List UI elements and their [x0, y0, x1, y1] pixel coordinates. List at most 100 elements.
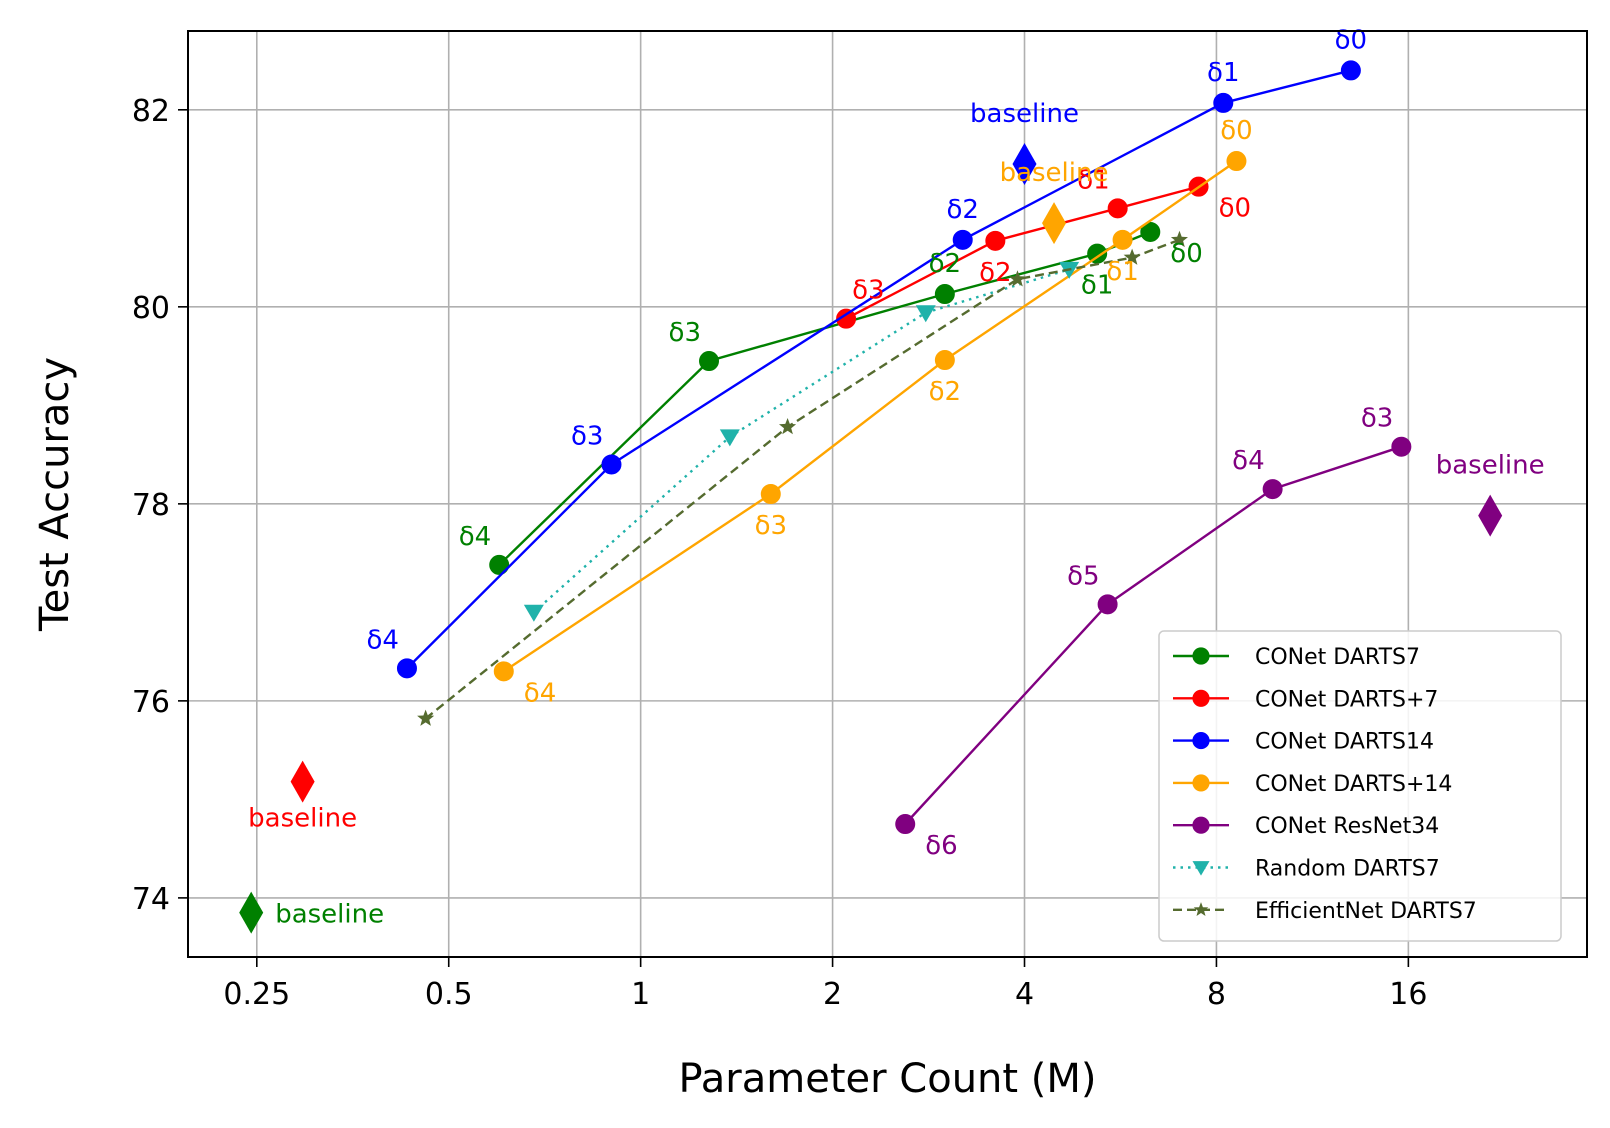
grid	[188, 31, 1587, 957]
point-label: δ4	[524, 678, 556, 708]
legend: CONet DARTS7 CONet DARTS+7 CONet DARTS14 CO…	[1158, 630, 1562, 942]
data-point	[1340, 60, 1361, 81]
data-point	[1226, 151, 1247, 172]
data-point	[934, 350, 955, 371]
legend-marker	[1192, 732, 1210, 750]
y-tick-label: 82	[132, 94, 170, 129]
point-label: δ0	[1170, 239, 1202, 269]
baseline-label: baseline	[970, 99, 1079, 129]
point-label: δ4	[1232, 446, 1264, 476]
x-tick-label: 0.25	[223, 977, 290, 1012]
point-label: δ2	[929, 377, 961, 407]
series-conet-darts14	[396, 60, 1361, 679]
series-conet-resnet34	[895, 436, 1503, 835]
point-label: δ0	[1335, 25, 1367, 55]
legend-marker	[1193, 902, 1209, 916]
data-point	[523, 604, 544, 622]
y-tick-label: 76	[132, 685, 170, 720]
data-point	[895, 814, 916, 835]
point-label: δ6	[925, 831, 957, 861]
legend-box	[1158, 630, 1562, 942]
data-point	[779, 418, 797, 435]
legend-entry: Random DARTS7	[1255, 857, 1440, 882]
data-point	[934, 284, 955, 305]
legend-entry: EfficientNet DARTS7	[1255, 899, 1477, 924]
baseline-label: baseline	[275, 900, 384, 930]
data-point	[417, 709, 435, 726]
data-point	[1112, 229, 1133, 250]
data-point	[1008, 270, 1027, 287]
baseline-label: baseline	[1000, 158, 1109, 188]
baseline-marker	[1478, 494, 1503, 537]
baseline-marker	[1042, 202, 1067, 245]
point-label: δ3	[755, 511, 787, 541]
data-point	[915, 305, 936, 323]
point-label: δ1	[1207, 58, 1239, 88]
legend-entry: CONet DARTS14	[1255, 730, 1434, 755]
x-tick-label: 8	[1207, 977, 1226, 1012]
data-point	[1107, 198, 1128, 219]
x-tick-label: 16	[1389, 977, 1427, 1012]
point-label: δ0	[1219, 194, 1251, 224]
point-label: δ2	[946, 195, 978, 225]
data-point	[1140, 221, 1161, 242]
data-point	[760, 484, 781, 504]
data-point	[489, 554, 510, 575]
x-tick-label: 4	[1015, 977, 1034, 1012]
legend-entry: CONet DARTS+7	[1255, 687, 1438, 712]
point-label: δ0	[1220, 116, 1252, 146]
point-label: δ1	[1106, 257, 1138, 287]
data-point	[1097, 594, 1118, 615]
point-label: δ1	[1081, 271, 1113, 301]
data-point	[836, 308, 857, 329]
y-tick-label: 78	[132, 488, 170, 523]
axes: 0.25 0.5 1 2 4 8 16 74 76 78 80 82	[132, 94, 1428, 1012]
series-efficientnet-darts7	[417, 230, 1188, 726]
legend-marker	[1192, 774, 1210, 792]
point-label: δ4	[367, 625, 399, 655]
data-point	[699, 351, 720, 372]
x-tick-label: 1	[631, 977, 650, 1012]
series-line	[424, 238, 1180, 720]
legend-marker	[1192, 861, 1210, 876]
data-point	[601, 454, 622, 475]
data-point	[719, 429, 740, 447]
legend-entry: CONet ResNet34	[1255, 814, 1439, 839]
baseline-marker	[290, 760, 315, 803]
series-conet-darts-14	[493, 151, 1247, 682]
point-label: δ3	[669, 318, 701, 348]
baseline-marker	[1012, 142, 1037, 185]
point-label: δ1	[1077, 165, 1109, 195]
plot-frame	[187, 30, 1588, 958]
point-label: δ3	[852, 276, 884, 306]
data-point	[1123, 248, 1141, 265]
y-tick-label: 74	[132, 882, 170, 917]
legend-marker	[1192, 689, 1210, 707]
point-label: δ3	[571, 421, 603, 451]
point-labels: δ4 δ3 δ2 δ1 δ0 baseline δ3 δ2 δ1 δ0 baseline δ4 δ3 δ2…	[248, 25, 1544, 929]
point-label: δ4	[459, 522, 491, 552]
data-point	[493, 661, 514, 682]
legend-marker	[1192, 647, 1210, 665]
legend-entry: CONet DARTS+14	[1255, 772, 1452, 797]
y-tick-label: 80	[132, 291, 170, 326]
series-line	[904, 445, 1402, 825]
data-point	[1213, 92, 1234, 113]
data-point	[1170, 230, 1188, 248]
data-point	[985, 230, 1006, 251]
point-label: δ2	[979, 258, 1011, 288]
baseline-label: baseline	[248, 804, 357, 834]
data-point	[1391, 436, 1412, 457]
point-label: δ5	[1067, 561, 1099, 591]
legend-entry: CONet DARTS7	[1255, 645, 1420, 670]
x-tick-label: 2	[823, 977, 842, 1012]
x-tick-label: 0.5	[425, 977, 473, 1012]
point-label: δ3	[1361, 404, 1393, 434]
data-point	[1262, 479, 1283, 500]
legend-marker	[1192, 816, 1210, 834]
y-axis-title: Test Accuracy	[32, 357, 78, 632]
baseline-label: baseline	[1436, 451, 1545, 481]
series-layer	[239, 60, 1503, 934]
